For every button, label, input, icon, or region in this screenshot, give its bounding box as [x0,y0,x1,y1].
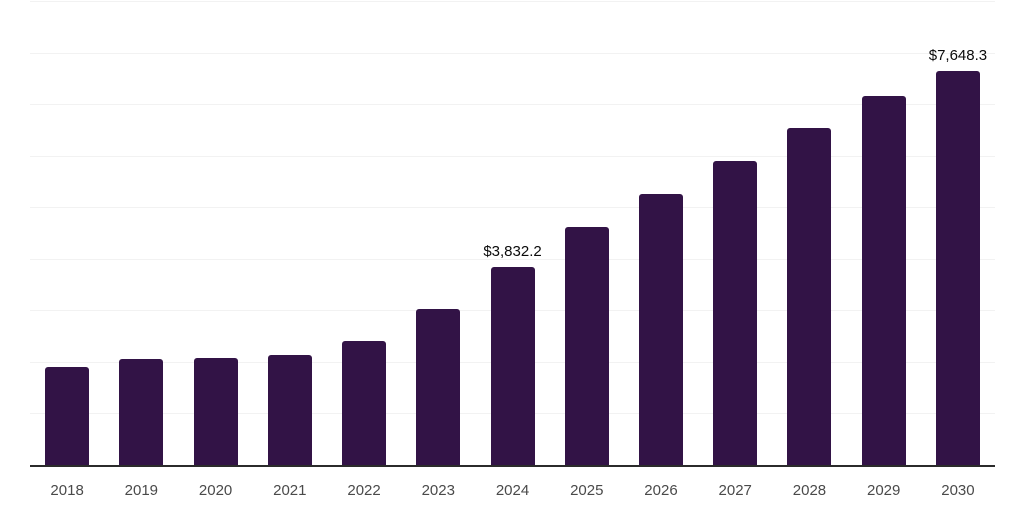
x-tick-2026: 2026 [644,482,678,499]
bar-2023 [416,308,461,465]
x-tick-2022: 2022 [347,482,381,499]
gridline-4000 [30,258,995,260]
bar-column-2024: $3,832.2 [475,1,549,465]
bar-column-2020 [178,1,252,465]
gridline-8000 [30,52,995,54]
plot-area: $3,832.2 $7,648.3 [30,1,995,467]
bar-2022 [342,341,387,465]
bar-column-2022 [327,1,401,465]
bar-2026 [638,194,683,465]
x-tick-2023: 2023 [421,482,455,499]
gridline-7000 [30,104,995,106]
bar-column-2021 [253,1,327,465]
x-tick-2021: 2021 [273,482,307,499]
x-tick-2020: 2020 [198,482,233,499]
bar-column-2023 [401,1,475,465]
bar-column-2028 [772,1,846,465]
bar-column-2018 [30,1,104,465]
x-tick-2024: 2024 [495,482,530,499]
bar-2028 [787,127,832,465]
bar-2019 [119,358,164,465]
bar-2018 [45,366,90,465]
x-tick-2018: 2018 [50,482,84,499]
bar-column-2030: $7,648.3 [921,1,995,465]
bars-container: $3,832.2 $7,648.3 [30,1,995,465]
gridline-9000 [30,1,995,2]
bar-2020 [193,357,238,465]
x-tick-2029: 2029 [867,482,901,499]
x-axis-labels: 2018 2019 2020 2021 2022 2023 2024 2025 2026 2027… [30,483,995,498]
bar-2027 [713,161,758,465]
value-label-2030: $7,648.3 [928,46,988,64]
x-tick-2027: 2027 [718,482,752,499]
value-label-2024: $3,832.2 [483,243,542,261]
bar-2021 [267,355,312,465]
x-tick-2030: 2030 [941,482,975,499]
bar-column-2027 [698,1,772,465]
bar-2024 [490,267,535,465]
bar-2030 [935,70,980,465]
bar-column-2029 [847,1,921,465]
bar-column-2026 [624,1,698,465]
gridline-6000 [30,155,995,157]
bar-column-2019 [104,1,178,465]
bar-column-2025 [550,1,624,465]
x-axis-line [30,465,995,467]
gridline-5000 [30,207,995,209]
x-tick-2028: 2028 [792,482,827,499]
x-tick-2019: 2019 [124,482,159,499]
bar-2029 [861,96,906,465]
bar-2025 [564,227,609,465]
x-tick-2025: 2025 [570,482,604,499]
